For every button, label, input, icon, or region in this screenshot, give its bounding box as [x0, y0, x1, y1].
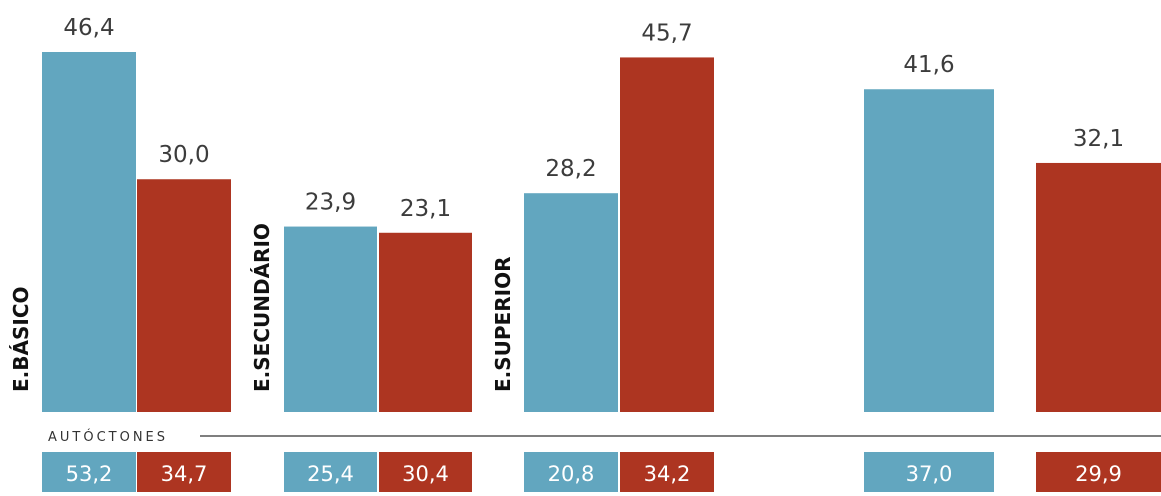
- autoctones-boxes: 53,2 34,7 25,4 30,4 20,8 34,2 37,0 29,9: [42, 452, 1161, 492]
- autoctones-value-2-0: 20,8: [548, 462, 595, 486]
- bar-1-0: [284, 226, 377, 412]
- category-label-0: E.BÁSICO: [9, 286, 33, 392]
- autoctones-box-1-1: [379, 452, 472, 492]
- bar-2-1: [620, 57, 714, 413]
- autoctones-value-1-0: 25,4: [307, 462, 354, 486]
- bar-value-label-2-0: 28,2: [545, 156, 596, 182]
- bar-2-0: [524, 193, 618, 412]
- autoctones-box-2-1: [620, 452, 714, 492]
- autoctones-label: AUTÓCTONES: [48, 429, 168, 445]
- autoctones-box-3-0: [864, 452, 994, 492]
- bar-0-1: [137, 179, 231, 412]
- bar-value-label-3-1: 32,1: [1073, 126, 1124, 152]
- autoctones-box-0-1: [137, 452, 231, 492]
- autoctones-value-0-1: 34,7: [161, 462, 208, 486]
- autoctones-value-1-1: 30,4: [402, 462, 449, 486]
- category-label-2: E.SUPERIOR: [491, 257, 515, 392]
- bar-1-1: [379, 232, 472, 412]
- autoctones-box-3-1: [1036, 452, 1161, 492]
- category-labels: E.BÁSICO E.SECUNDÁRIO E.SUPERIOR: [9, 223, 515, 392]
- bar-3-1: [1036, 162, 1161, 412]
- autoctones-value-2-1: 34,2: [644, 462, 691, 486]
- autoctones-box-2-0: [524, 452, 618, 492]
- autoctones-box-1-0: [284, 452, 377, 492]
- bar-value-label-1-0: 23,9: [305, 190, 356, 216]
- bar-value-label-0-1: 30,0: [158, 142, 209, 168]
- bar-value-label-1-1: 23,1: [400, 196, 451, 222]
- bar-value-label-0-0: 46,4: [63, 15, 114, 41]
- bar-value-label-3-0: 41,6: [903, 52, 954, 78]
- bar-value-label-2-1: 45,7: [641, 20, 692, 46]
- bars-layer: 46,4 30,0 23,9 23,1 28,2 45,7 41,6 32,1: [42, 15, 1161, 413]
- autoctones-row: AUTÓCTONES: [48, 429, 1161, 445]
- autoctones-value-0-0: 53,2: [66, 462, 113, 486]
- bar-3-0: [864, 89, 994, 412]
- bar-0-0: [42, 52, 136, 412]
- category-label-1: E.SECUNDÁRIO: [250, 223, 274, 392]
- autoctones-box-0-0: [42, 452, 136, 492]
- autoctones-value-3-1: 29,9: [1075, 462, 1122, 486]
- autoctones-value-3-0: 37,0: [906, 462, 953, 486]
